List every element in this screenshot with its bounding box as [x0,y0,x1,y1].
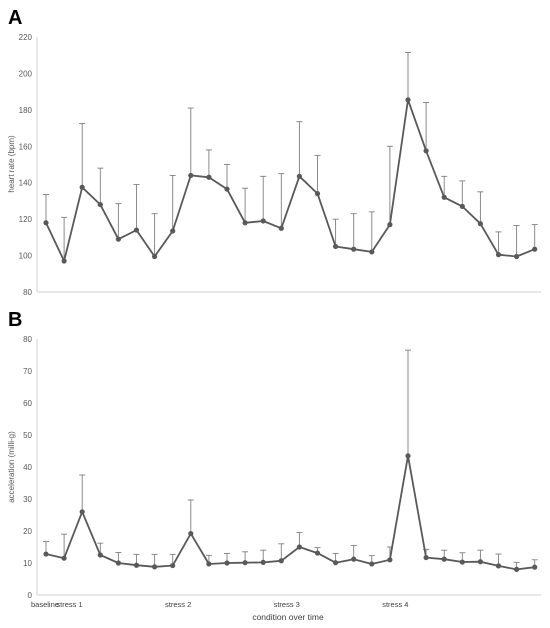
data-point [333,560,339,566]
data-point [351,556,357,562]
data-point [278,225,284,231]
y-tick-label: 20 [23,527,32,536]
data-point [514,253,520,260]
data-point [133,227,140,233]
data-point [224,560,230,566]
y-tick-label: 70 [23,367,32,376]
data-point [532,564,538,570]
data-point [459,203,465,209]
x-category-label: stress 3 [274,600,300,609]
data-point [405,453,411,459]
y-tick-label: 200 [19,69,33,78]
data-point [188,530,194,537]
y-tick-label: 40 [23,463,32,472]
data-point [152,564,158,570]
data-point [351,246,357,252]
data-point [532,246,538,252]
data-point [133,562,140,568]
series-line [45,454,535,571]
x-category-label: stress 1 [56,600,82,609]
data-point [387,557,393,563]
data-point [260,218,266,224]
data-point [369,561,375,567]
y-tick-label: 140 [19,179,33,188]
data-point [242,560,248,566]
data-point [79,184,85,190]
data-point [260,559,266,565]
y-tick-label: 120 [19,215,33,224]
panel-b-y-ticks: 0 10 20 30 40 50 60 70 80 [23,335,32,600]
data-point [387,222,393,228]
data-point [115,560,121,566]
y-tick-label: 50 [23,431,32,440]
y-tick-label: 10 [23,559,32,568]
y-tick-label: 80 [23,335,32,344]
data-point [441,556,447,562]
data-point [206,561,212,567]
data-point [61,258,67,264]
data-point [423,148,429,154]
data-point [477,559,483,565]
panel-b-y-axis-title: acceleration (milli-g) [7,431,16,503]
data-point [333,243,339,250]
x-category-label: stress 4 [382,600,408,609]
data-point [296,544,302,550]
panel-a-label: A [8,7,22,29]
data-point [43,551,49,557]
data-point [152,253,158,260]
panel-b-label: B [8,309,22,331]
panel-b-x-axis-title: condition over time [252,612,324,622]
y-tick-label: 60 [23,399,32,408]
y-tick-label: 30 [23,495,32,504]
panel-a-y-ticks: 80 100 120 140 160 180 200 220 [19,33,33,297]
data-point [242,220,248,226]
data-point [224,186,230,192]
data-point [206,174,212,180]
data-point [477,221,483,227]
data-point [314,550,321,556]
y-tick-label: 180 [19,106,33,115]
y-tick-label: 0 [28,591,33,600]
data-point [495,563,502,569]
data-point [495,252,502,258]
panel-a-heart-rate-chart: A heart rate (bpm) 80 100 120 140 160 180 200 2… [7,7,541,297]
data-point [43,220,49,226]
data-point [459,559,465,565]
data-point [61,555,67,561]
data-point [369,249,375,255]
y-tick-label: 80 [23,288,32,297]
data-point [79,509,85,515]
panel-b-acceleration-chart: B acceleration (milli-g) 0 10 20 30 40 50 60 70… [7,309,541,622]
data-point [115,236,121,242]
data-point [405,97,411,103]
data-point [97,201,103,208]
y-tick-label: 160 [19,142,33,151]
y-tick-label: 220 [19,33,33,42]
data-point [441,194,447,200]
data-point [423,554,429,561]
panel-a-error-bars [43,52,538,262]
panel-b-error-bars [43,349,538,570]
y-tick-label: 100 [19,252,33,261]
data-point [278,558,284,564]
data-point [97,552,103,558]
data-point [514,566,520,573]
data-point [314,191,321,197]
data-point [170,562,176,569]
data-point [296,173,302,179]
panel-b-axes [36,339,541,596]
panel-a-series [43,97,538,264]
x-category-label: baseline [31,600,59,609]
panel-a-axes [36,37,541,293]
data-point [188,172,194,179]
series-line [45,98,536,262]
panel-b-series [43,453,538,573]
x-category-label: stress 2 [165,600,191,609]
panel-a-y-axis-title: heart rate (bpm) [7,135,16,193]
data-point [170,228,176,234]
